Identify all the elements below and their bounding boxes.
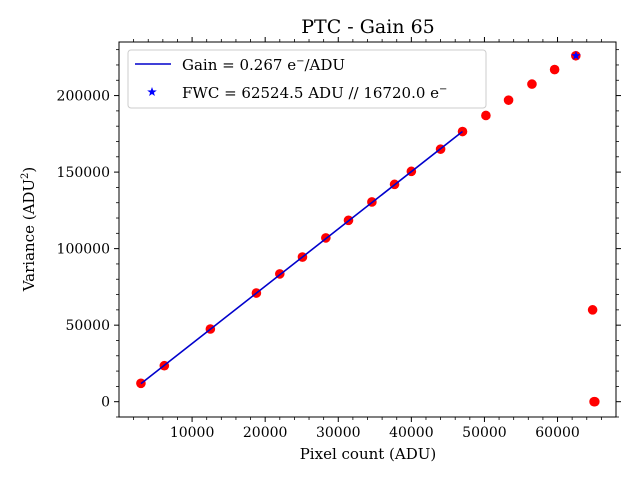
fit-line	[140, 130, 464, 385]
x-tick-label: 60000	[535, 425, 580, 441]
legend-fwc-swatch	[147, 87, 157, 96]
data-point	[503, 95, 514, 105]
legend-fit-label: Gain = 0.267 e−/ADU	[182, 56, 345, 74]
data-series	[136, 50, 600, 407]
x-tick-label: 10000	[170, 425, 215, 441]
y-tick-label: 200000	[57, 89, 110, 105]
legend: Gain = 0.267 e−/ADU FWC = 62524.5 ADU //…	[127, 49, 487, 109]
x-tick-label: 20000	[243, 425, 288, 441]
data-point	[527, 79, 537, 89]
data-point	[549, 64, 560, 75]
y-tick-label: 50000	[65, 318, 110, 334]
y-tick-label: 100000	[57, 242, 110, 258]
legend-box	[127, 49, 487, 109]
y-axis-label: Variance (ADU2)	[20, 167, 38, 293]
x-tick-label: 40000	[389, 425, 434, 441]
data-point	[587, 305, 598, 315]
legend-fwc-label: FWC = 62524.5 ADU // 16720.0 e−	[182, 84, 447, 102]
data-point	[481, 110, 491, 121]
x-tick-label: 30000	[316, 425, 361, 441]
y-tick-label: 150000	[57, 165, 110, 181]
chart-title: PTC - Gain 65	[301, 16, 435, 38]
axis-ticks: 10000 20000 30000 40000 50000 60000 0 50000 1000…	[57, 37, 621, 441]
x-axis-label: Pixel count (ADU)	[300, 445, 437, 463]
y-tick-label: 0	[101, 395, 110, 411]
x-tick-label: 50000	[462, 425, 507, 441]
fwc-marker	[571, 50, 581, 60]
data-point	[590, 396, 600, 407]
